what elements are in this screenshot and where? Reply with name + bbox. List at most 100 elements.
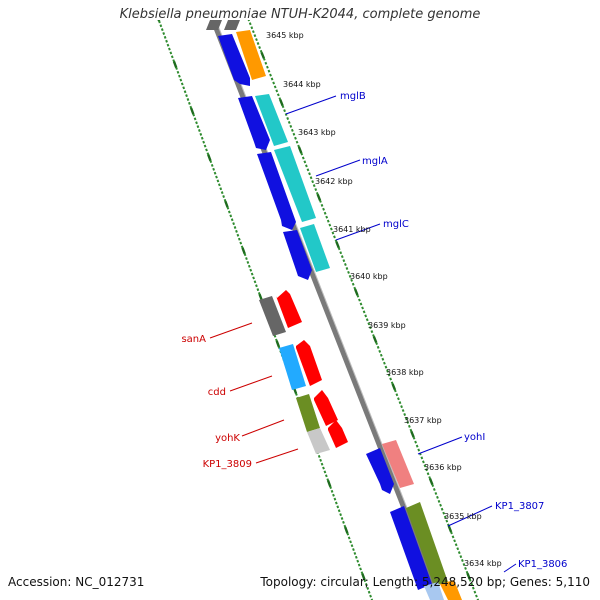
cds-arrow-mglA <box>257 152 296 230</box>
tick-dot <box>203 144 207 148</box>
tick-dot <box>350 544 354 548</box>
tick-dot <box>370 330 374 334</box>
kbp-label: 3637 kbp <box>404 416 442 425</box>
tick-dot <box>389 377 393 381</box>
feature-block-orange <box>440 580 462 600</box>
tick-dot <box>189 105 193 109</box>
tick-dot <box>209 160 213 164</box>
tick-dot <box>425 468 428 472</box>
tick-dot <box>347 536 351 540</box>
tick-dot <box>353 551 357 555</box>
tick-dot <box>361 306 364 310</box>
tick-dot <box>188 101 191 105</box>
tick-dot <box>245 257 248 261</box>
tick-dot <box>443 515 447 519</box>
tick-dot <box>326 478 330 482</box>
tick-dot <box>339 513 342 517</box>
tick-dot <box>363 579 367 583</box>
tick-dot <box>359 302 363 306</box>
tick-dot <box>337 509 341 513</box>
tick-dot <box>436 495 439 499</box>
gene-label-forward: KP1_3807 <box>495 501 544 512</box>
tick-dot <box>367 322 371 326</box>
tick-major <box>172 61 178 68</box>
tick-major <box>335 241 340 249</box>
tick-dot <box>255 38 258 42</box>
tick-dot <box>464 566 467 570</box>
leader-yohK <box>241 419 285 437</box>
tick-dot <box>445 519 449 523</box>
tick-dot <box>320 203 324 207</box>
tick-dot <box>379 353 383 357</box>
tick-dot <box>326 219 330 223</box>
tick-dot <box>397 397 400 401</box>
label-leaders <box>209 95 517 573</box>
gene-label-forward: KP1_3806 <box>518 559 567 570</box>
tick-dot <box>369 594 372 598</box>
tick-dot <box>172 59 176 63</box>
kbp-label: 3642 kbp <box>315 177 353 186</box>
tick-dot <box>233 226 237 229</box>
tick-major <box>190 107 195 115</box>
tick-dot <box>360 571 364 575</box>
tick-dot <box>315 192 319 195</box>
tick-dot <box>383 361 386 365</box>
tick-dot <box>386 369 389 373</box>
cds-arrow <box>218 34 250 86</box>
tick-major <box>354 288 359 296</box>
tick-dot <box>235 229 238 233</box>
tick-dot <box>453 539 456 543</box>
tick-dot <box>340 255 344 259</box>
tick-dot <box>376 345 380 349</box>
tick-dot <box>352 548 355 552</box>
feature-blocks <box>206 20 462 600</box>
tick-dot <box>205 148 208 152</box>
tick-dot <box>250 26 254 30</box>
tick-dot <box>354 555 358 559</box>
tick-major <box>279 99 284 107</box>
tick-dot <box>342 520 345 524</box>
cds-arrow-cdd <box>296 340 322 386</box>
tick-dot <box>199 132 203 136</box>
tick-dot <box>175 66 178 70</box>
tick-dot <box>247 264 251 268</box>
tick-dot <box>365 318 369 322</box>
tick-dot <box>312 184 316 188</box>
tick-dot <box>324 474 328 478</box>
tick-major <box>361 573 366 581</box>
feature-block-olive <box>296 394 320 432</box>
tick-dot <box>390 381 394 385</box>
tick-dot <box>400 405 403 409</box>
tick-major <box>466 572 471 580</box>
tick-dot <box>219 187 223 191</box>
tick-dot <box>158 20 161 24</box>
tick-dot <box>434 491 438 495</box>
tick-dot <box>407 424 411 428</box>
map-title: Klebsiella pneumoniae NTUH-K2044, comple… <box>120 7 481 22</box>
kbp-label: 3639 kbp <box>368 321 406 330</box>
tick-dot <box>289 124 293 128</box>
tick-dot <box>432 488 436 491</box>
tick-major <box>275 340 281 348</box>
tick-dot <box>465 570 469 574</box>
kbp-label: 3645 kbp <box>266 31 304 40</box>
tick-dot <box>267 69 271 73</box>
leader-yohI <box>417 436 463 455</box>
tick-dot <box>319 458 322 462</box>
tick-dot <box>275 338 278 342</box>
tick-dot <box>292 132 296 136</box>
gene-label-forward: mglA <box>362 156 388 167</box>
kbp-label: 3634 kbp <box>464 559 502 568</box>
tick-dot <box>364 314 368 318</box>
tick-dot <box>359 567 362 571</box>
leader-sanA <box>209 322 253 339</box>
tick-dot <box>275 89 279 93</box>
tick-dot <box>345 266 349 270</box>
tick-dot <box>431 484 435 488</box>
cds-arrow-mglC <box>283 230 312 280</box>
tick-dot <box>347 270 350 274</box>
tick-dot <box>403 413 407 416</box>
tick-dot <box>346 532 350 536</box>
tick-dot <box>334 239 338 243</box>
tick-dot <box>168 47 171 51</box>
